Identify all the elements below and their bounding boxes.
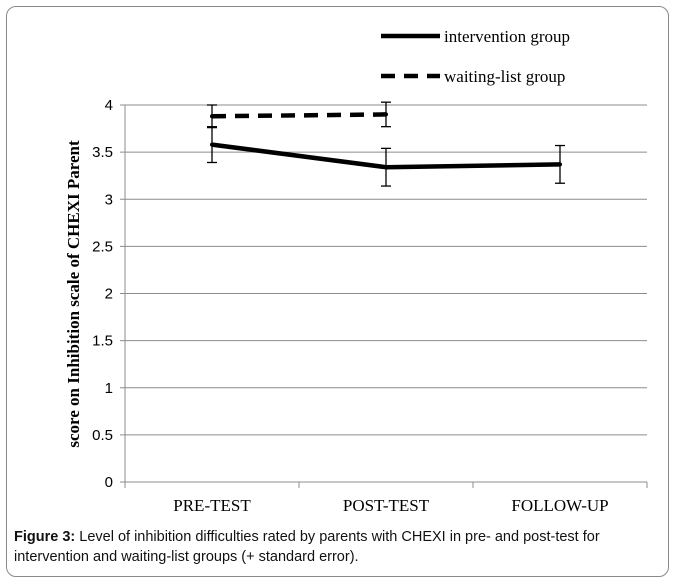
y-tick-label: 0 [105, 474, 113, 491]
y-tick-label: 3 [105, 191, 113, 208]
x-tick-label: FOLLOW-UP [511, 496, 608, 515]
data-point [210, 114, 214, 119]
y-tick-label: 2 [105, 286, 113, 303]
legend-item: intervention group [381, 27, 570, 46]
data-point [558, 162, 562, 167]
axes [120, 104, 648, 488]
y-tick-label: 4 [105, 97, 113, 114]
legend-label: intervention group [444, 27, 570, 46]
legend: intervention group waiting-list group [381, 27, 570, 86]
y-tick-label: 1.5 [92, 333, 113, 350]
y-tick-labels: 0 0.5 1 1.5 2 2.5 3 3.5 4 [92, 97, 113, 491]
data-point [384, 112, 388, 117]
x-tick-labels: PRE-TEST POST-TEST FOLLOW-UP [173, 496, 608, 515]
data-point [210, 142, 214, 147]
caption-label: Figure 3: [14, 529, 76, 545]
caption-text: Level of inhibition difficulties rated b… [14, 529, 600, 565]
x-tick-label: POST-TEST [343, 496, 430, 515]
data-point [384, 165, 388, 170]
series [207, 101, 565, 187]
y-tick-label: 2.5 [92, 238, 113, 255]
series-line-waiting-list [211, 112, 387, 119]
y-tick-label: 0.5 [92, 427, 113, 444]
figure-caption: Figure 3: Level of inhibition difficulti… [14, 527, 670, 567]
y-tick-label: 3.5 [92, 144, 113, 161]
x-tick-label: PRE-TEST [173, 496, 251, 515]
legend-item: waiting-list group [381, 67, 565, 86]
y-tick-label: 1 [105, 380, 113, 397]
legend-label: waiting-list group [444, 67, 565, 86]
y-axis-label: score on Inhibition scale of CHEXI Paren… [64, 140, 83, 448]
line-chart: 0 0.5 1 1.5 2 2.5 3 3.5 4 PRE-TEST POST-TEST FOLLO… [64, 27, 648, 515]
